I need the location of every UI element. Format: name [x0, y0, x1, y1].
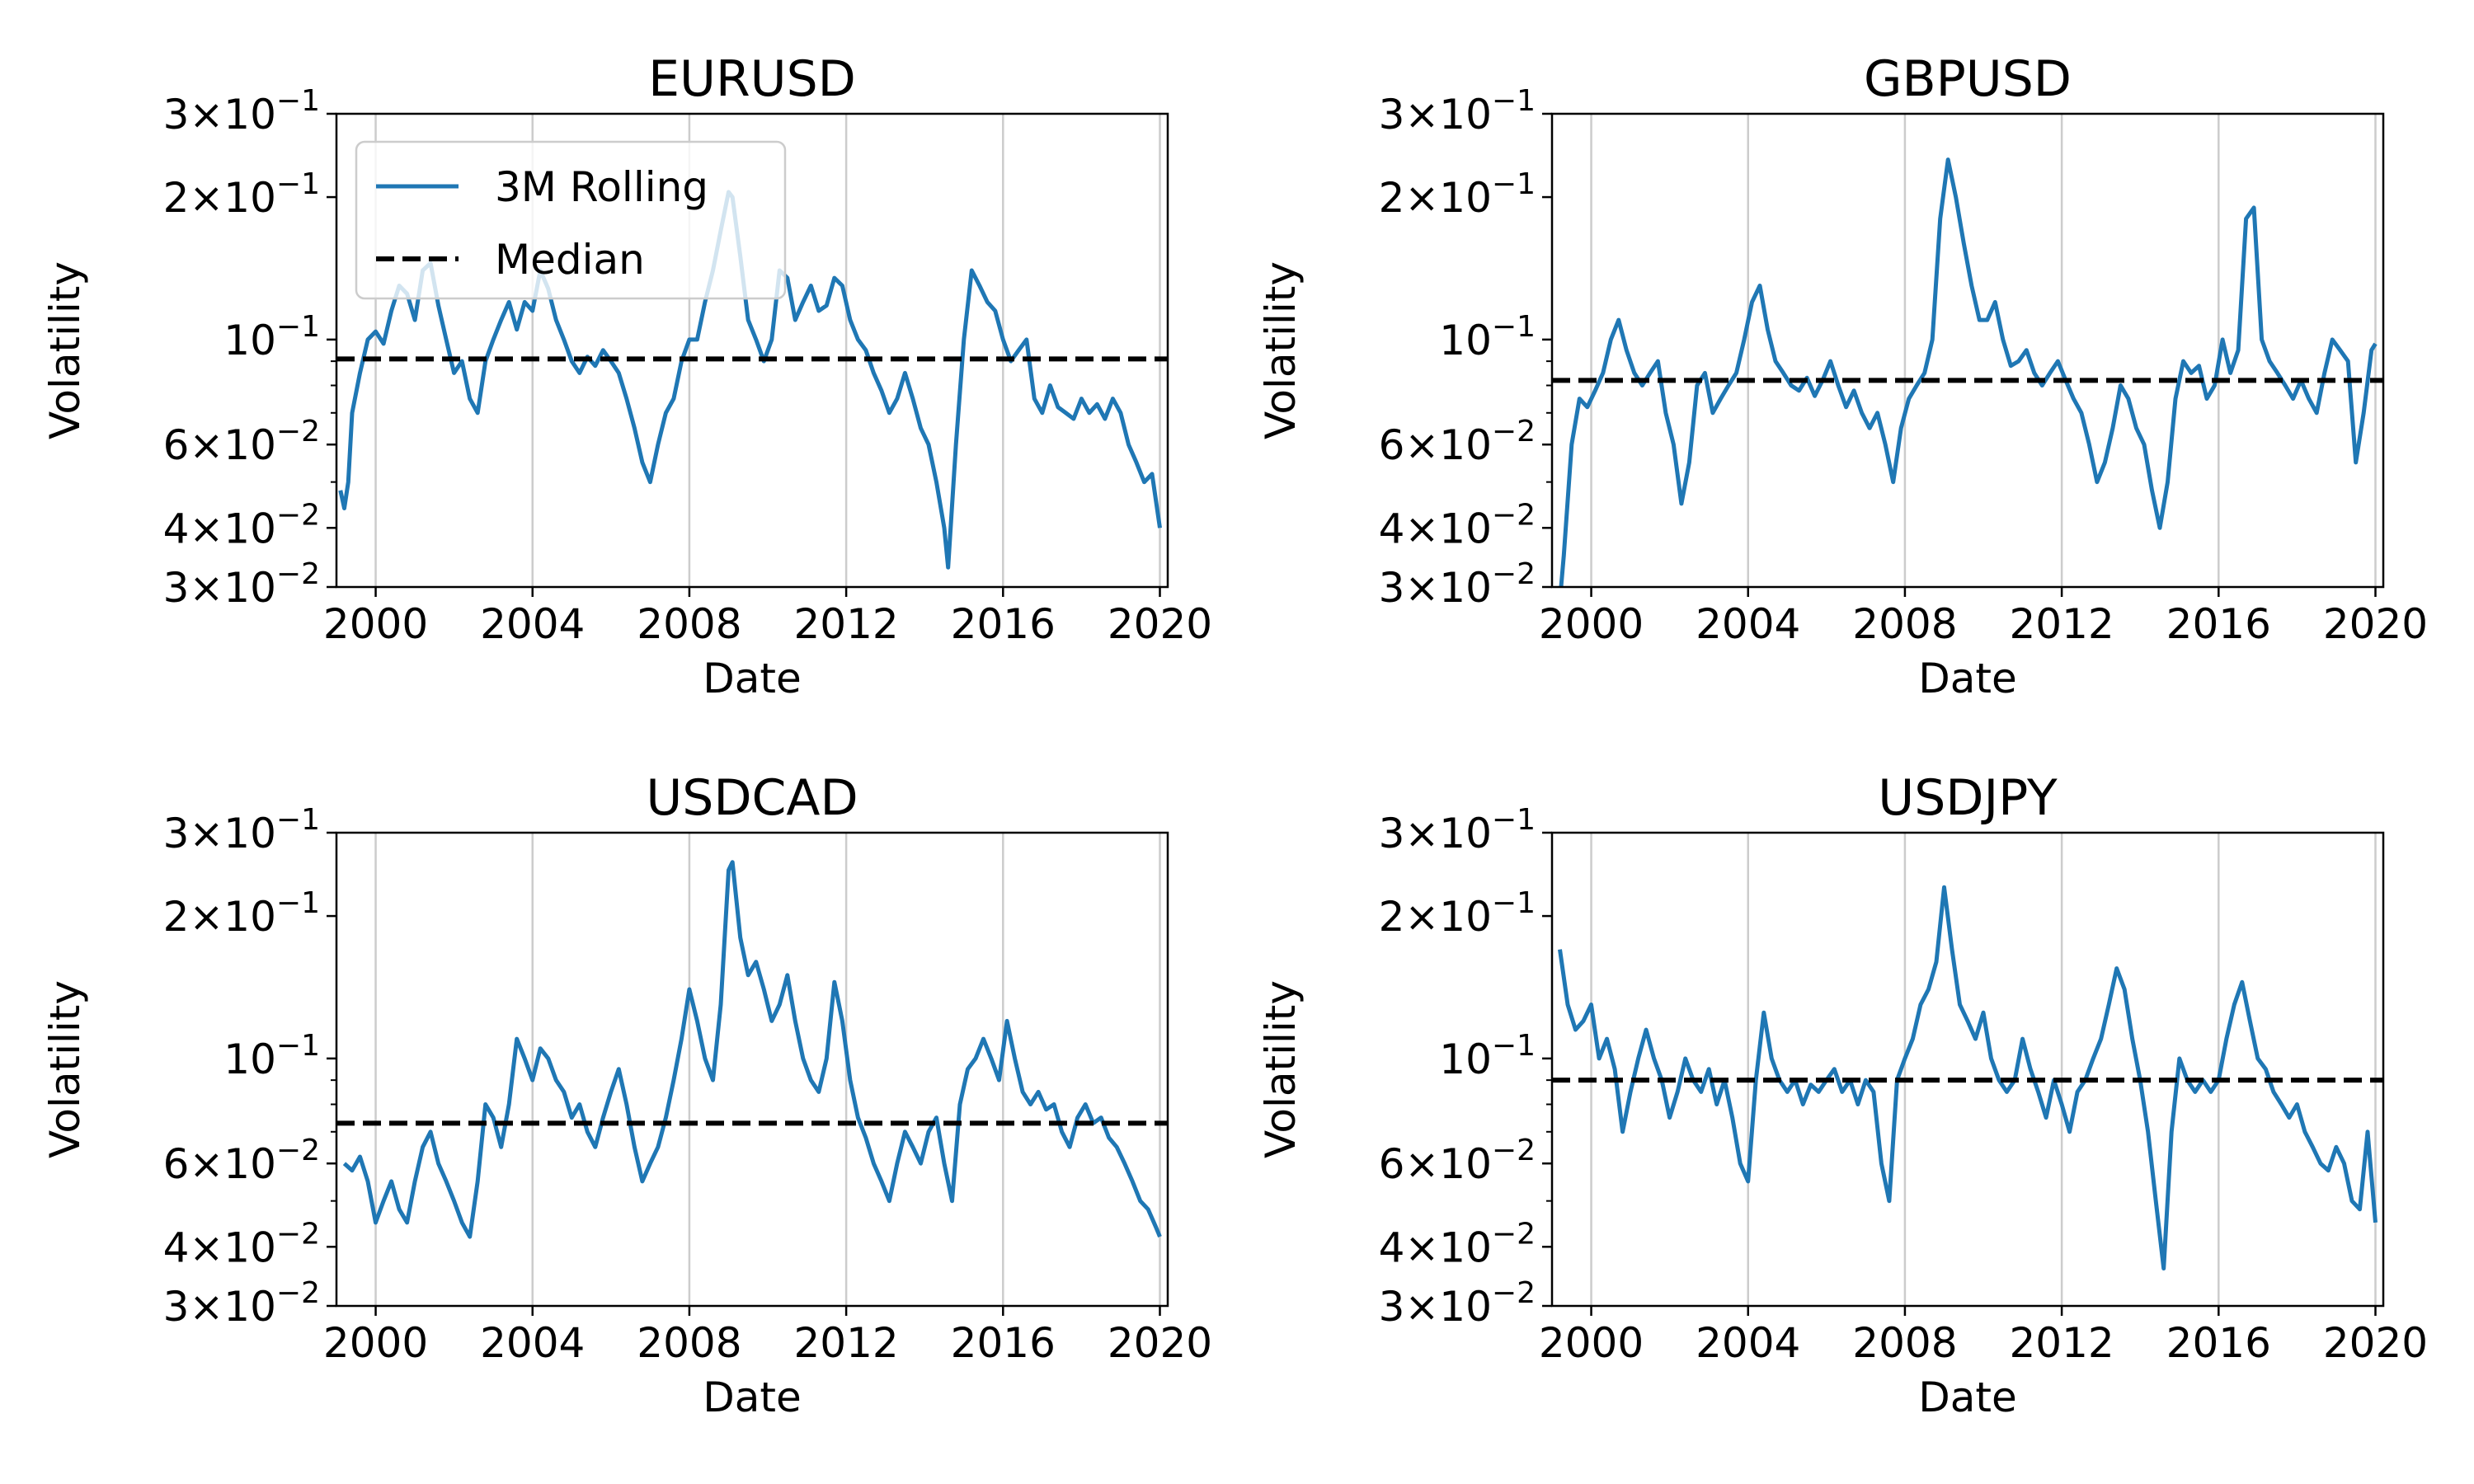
x-tick-label: 2020	[1108, 600, 1212, 648]
axes-frame	[1550, 112, 2385, 589]
series-line-3m-rolling	[1558, 885, 2378, 1270]
x-tick-label: 2012	[793, 600, 898, 648]
x-axis-label: Date	[703, 1374, 802, 1421]
x-tick-label: 2008	[637, 600, 741, 648]
x-axis-label: Date	[703, 655, 802, 702]
x-tick-label: 2012	[2009, 1319, 2114, 1367]
y-axis-label: Volatility	[1257, 980, 1305, 1158]
y-tick-label: 2×10−1	[1379, 886, 1536, 941]
y-tick-label: 10−1	[1439, 310, 1536, 364]
y-axis-label: Volatility	[1257, 261, 1305, 439]
y-tick-label: 2×10−1	[163, 886, 320, 941]
x-tick-label: 2016	[951, 1319, 1056, 1367]
x-tick-label: 2016	[951, 600, 1056, 648]
x-axis-label: Date	[1918, 1374, 2017, 1421]
x-tick-label: 2008	[637, 1319, 741, 1367]
x-tick-label: 2004	[1696, 600, 1800, 648]
y-axis-label: Volatility	[41, 261, 89, 439]
axes-frame	[1550, 831, 2385, 1308]
y-tick-label: 3×10−2	[1379, 557, 1536, 612]
x-tick-label: 2020	[1108, 1319, 1212, 1367]
panel-usdjpy: 2000 2004 2008 2012 2016 2020 3×10−1 2×10−1 10−1…	[1257, 769, 2428, 1421]
x-tick-label: 2000	[1539, 600, 1644, 648]
x-tick-label: 2020	[2323, 600, 2428, 648]
x-tick-label: 2000	[1539, 1319, 1644, 1367]
x-tick-label: 2000	[323, 600, 428, 648]
y-tick-label: 6×10−2	[1379, 1134, 1536, 1188]
panel-title: EURUSD	[648, 50, 856, 108]
y-tick-label: 6×10−2	[163, 1134, 320, 1188]
y-tick-label: 6×10−2	[163, 415, 320, 469]
y-tick-label: 4×10−2	[163, 1217, 320, 1271]
x-tick-label: 2004	[1696, 1319, 1800, 1367]
x-tick-label: 2016	[2166, 600, 2271, 648]
legend-box	[355, 140, 787, 300]
panel-title: USDJPY	[1878, 769, 2058, 827]
series-line-3m-rolling	[1559, 157, 2378, 587]
panel-title: GBPUSD	[1864, 50, 2072, 108]
series-line-3m-rolling	[342, 860, 1162, 1239]
axes-frame	[335, 831, 1169, 1308]
x-tick-label: 2004	[480, 1319, 585, 1367]
y-tick-label: 4×10−2	[1379, 1217, 1536, 1271]
legend-label: Median	[495, 236, 645, 284]
y-tick-label: 10−1	[223, 310, 320, 364]
y-tick-label: 3×10−1	[163, 803, 320, 857]
x-tick-label: 2008	[1852, 1319, 1957, 1367]
legend: 3M Rolling Median	[355, 140, 787, 300]
x-tick-label: 2000	[323, 1319, 428, 1367]
y-tick-label: 3×10−2	[1379, 1276, 1536, 1331]
y-tick-label: 3×10−1	[1379, 803, 1536, 857]
y-axis-label: Volatility	[41, 980, 89, 1158]
x-tick-label: 2004	[480, 600, 585, 648]
y-tick-label: 2×10−1	[1379, 167, 1536, 222]
x-tick-label: 2012	[793, 1319, 898, 1367]
y-tick-label: 3×10−2	[163, 1276, 320, 1331]
axes-frame	[335, 112, 1169, 589]
y-tick-label: 2×10−1	[163, 167, 320, 222]
y-tick-label: 3×10−1	[1379, 84, 1536, 139]
y-tick-label: 4×10−2	[1379, 498, 1536, 552]
y-tick-label: 10−1	[223, 1029, 320, 1083]
x-tick-label: 2016	[2166, 1319, 2271, 1367]
panel-gbpusd: 2000 2004 2008 2012 2016 2020 3×10−1 2×10−1 10−1…	[1257, 50, 2428, 702]
y-tick-label: 3×10−2	[163, 557, 320, 612]
x-tick-label: 2008	[1852, 600, 1957, 648]
y-tick-label: 6×10−2	[1379, 415, 1536, 469]
panel-usdcad: 2000 2004 2008 2012 2016 2020 3×10−1 2×10−1 10−1…	[41, 769, 1212, 1421]
x-axis-label: Date	[1918, 655, 2017, 702]
legend-label: 3M Rolling	[495, 163, 708, 211]
y-tick-label: 10−1	[1439, 1029, 1536, 1083]
y-tick-label: 4×10−2	[163, 498, 320, 552]
x-tick-label: 2012	[2009, 600, 2114, 648]
panel-title: USDCAD	[646, 769, 858, 827]
x-tick-label: 2020	[2323, 1319, 2428, 1367]
y-tick-label: 3×10−1	[163, 84, 320, 139]
